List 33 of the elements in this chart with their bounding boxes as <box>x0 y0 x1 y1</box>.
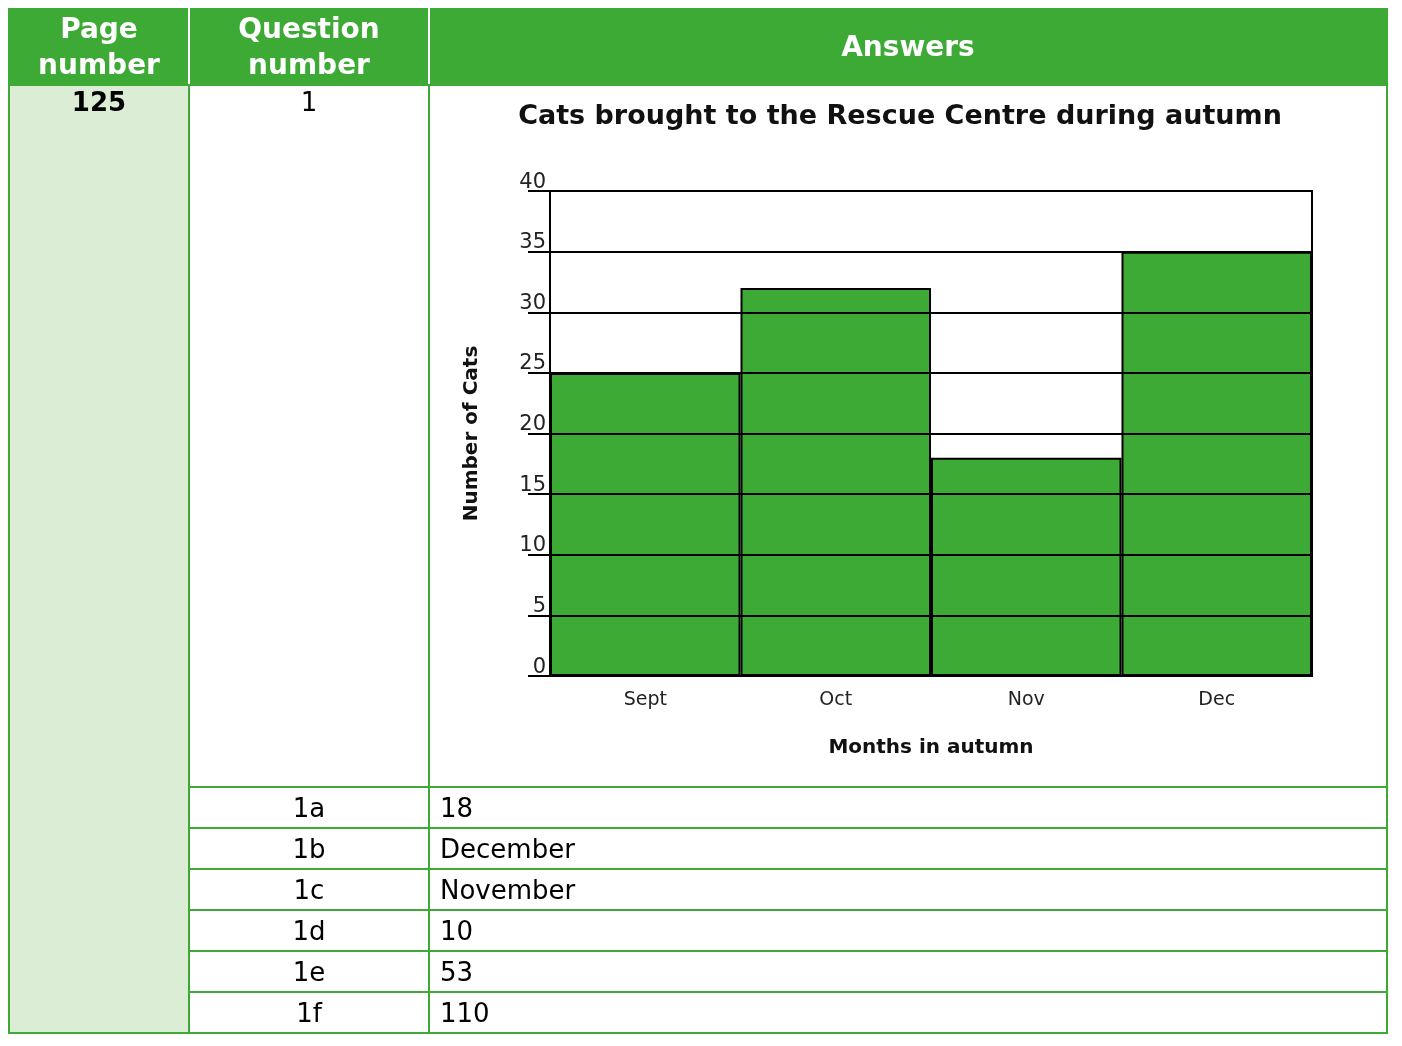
y-tick-label: 0 <box>532 653 546 678</box>
text: Answers <box>429 9 1387 85</box>
text: 125 <box>9 85 189 1033</box>
text: 1c <box>189 869 429 910</box>
y-tick-label: 25 <box>519 350 546 375</box>
x-axis-title: Months in autumn <box>828 734 1034 758</box>
x-tick-label: Sept <box>623 686 667 709</box>
text: 53 <box>429 951 1387 992</box>
y-tick-label: 30 <box>519 289 546 314</box>
text: 1 <box>189 85 429 787</box>
text: 1a <box>189 787 429 828</box>
text: 1d <box>189 910 429 951</box>
x-tick-label: Oct <box>819 686 853 709</box>
x-tick-label: Nov <box>1007 686 1045 709</box>
y-axis-title: Number of Cats <box>458 345 482 522</box>
text: Question number <box>189 9 429 85</box>
text: 18 <box>429 787 1387 828</box>
y-tick-label: 20 <box>519 411 546 435</box>
text: 1b <box>189 828 429 869</box>
text: 1f <box>189 992 429 1033</box>
text: November <box>429 869 1387 910</box>
text: 10 <box>429 910 1387 951</box>
y-tick-label: 10 <box>519 532 546 557</box>
y-tick-label: 5 <box>532 592 546 617</box>
y-tick-label: 35 <box>519 229 546 254</box>
y-tick-label: 40 <box>519 168 546 193</box>
text: Page number <box>9 9 189 85</box>
text: December <box>429 828 1387 869</box>
text: 1e <box>189 951 429 992</box>
y-tick-label: 15 <box>519 471 546 496</box>
text: 110 <box>429 992 1387 1033</box>
x-tick-label: Dec <box>1198 686 1236 709</box>
chart-title: Cats brought to the Rescue Centre during autumn <box>518 99 1282 130</box>
